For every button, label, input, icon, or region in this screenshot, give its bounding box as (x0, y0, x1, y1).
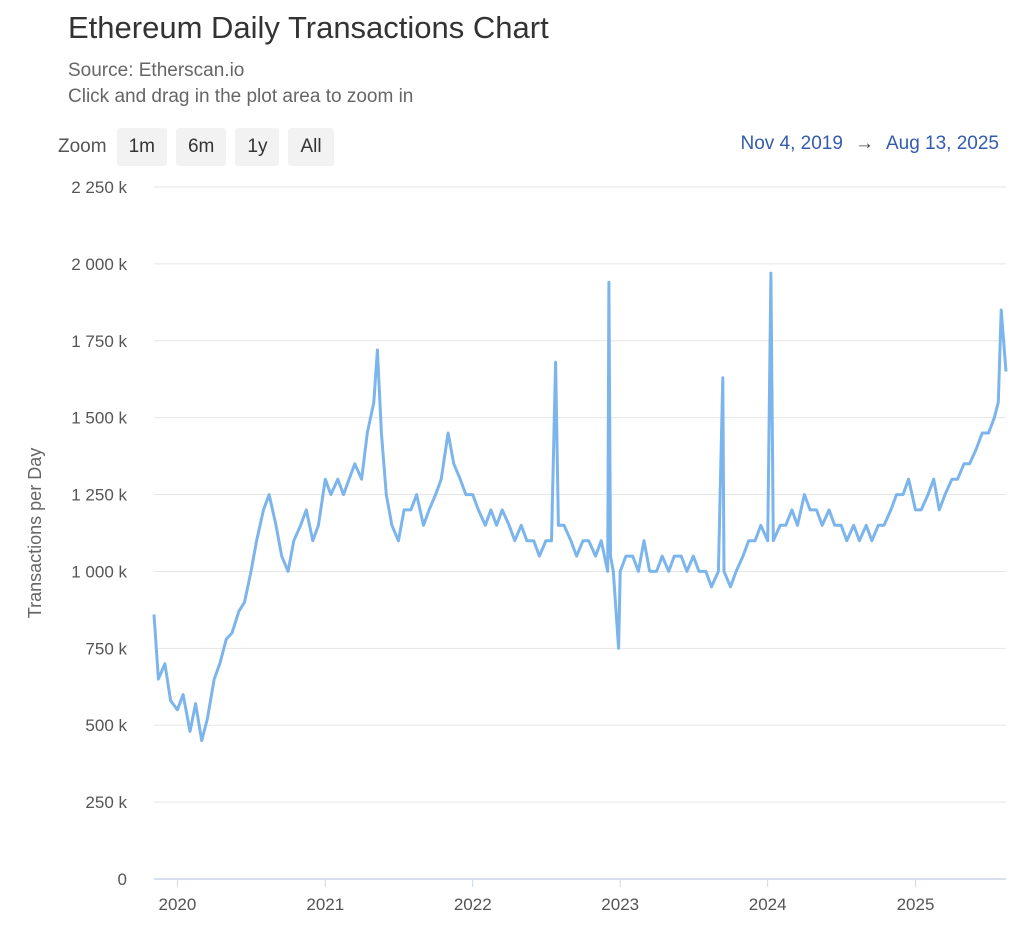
range-from-date[interactable]: Nov 4, 2019 (740, 133, 843, 154)
y-tick-label: 0 (118, 870, 127, 889)
range-arrow-icon: → (854, 133, 874, 154)
zoom-bar: Zoom 1m 6m 1y All (58, 128, 343, 166)
chart-title: Ethereum Daily Transactions Chart (68, 10, 549, 45)
y-tick-label: 1 750 k (71, 332, 127, 351)
source-text: Source: Etherscan.io (68, 60, 245, 81)
y-tick-label: 250 k (85, 793, 127, 812)
x-tick-label: 2024 (749, 895, 787, 914)
series-group (152, 271, 1008, 743)
x-tick-label: 2025 (897, 895, 935, 914)
range-to-date[interactable]: Aug 13, 2025 (885, 133, 999, 154)
zoom-6m-button[interactable]: 6m (175, 128, 227, 166)
x-tick-label: 2020 (159, 895, 197, 914)
y-tick-label: 2 000 k (71, 255, 127, 274)
y-tick-label: 750 k (85, 639, 127, 658)
x-tick-label: 2023 (601, 895, 639, 914)
y-axis-ticks: 0 250 k 500 k 750 k 1 000 k 1 250 k 1 500 k 1 7… (71, 178, 127, 889)
x-tick-label: 2021 (306, 895, 344, 914)
series-line (152, 271, 1008, 743)
zoom-1m-button[interactable]: 1m (116, 128, 167, 166)
y-tick-label: 1 000 k (71, 562, 127, 581)
chart-subtitle: Source: Etherscan.io Click and drag in t… (68, 58, 413, 110)
x-axis-ticks: 2020 2021 2022 2023 2024 2025 (159, 879, 935, 914)
zoom-1y-button[interactable]: 1y (235, 128, 280, 166)
y-tick-label: 1 250 k (71, 486, 127, 505)
y-axis-label: Transactions per Day (25, 448, 45, 618)
zoom-all-button[interactable]: All (288, 128, 334, 166)
y-tick-label: 2 250 k (71, 178, 127, 197)
y-tick-label: 500 k (85, 716, 127, 735)
zoom-hint-text: Click and drag in the plot area to zoom … (68, 86, 414, 107)
zoom-label: Zoom (58, 136, 107, 157)
chart-plot-area[interactable]: 0 250 k 500 k 750 k 1 000 k 1 250 k 1 500 k 1 7… (0, 170, 1024, 939)
date-range: Nov 4, 2019 → Aug 13, 2025 (740, 133, 999, 155)
grid-lines (154, 186, 1006, 803)
y-tick-label: 1 500 k (71, 409, 127, 428)
x-tick-label: 2022 (454, 895, 492, 914)
